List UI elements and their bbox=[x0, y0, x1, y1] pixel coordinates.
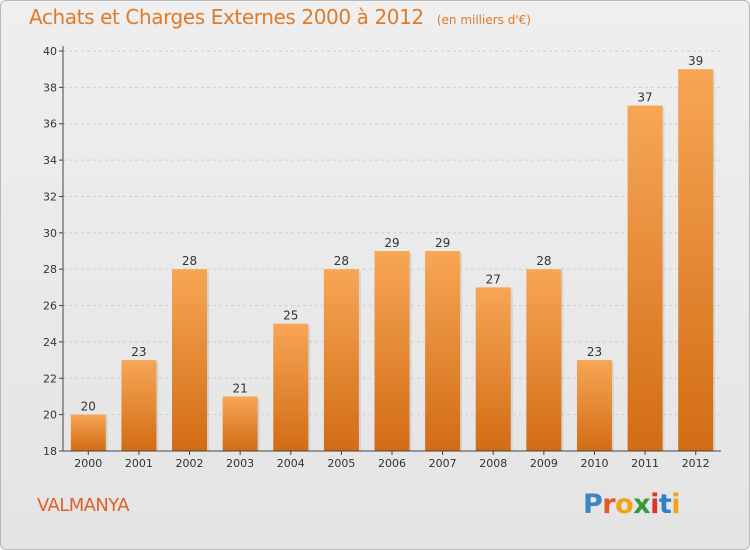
y-tick-label: 28 bbox=[43, 263, 57, 276]
axes bbox=[59, 46, 721, 455]
x-tick-label: 2003 bbox=[226, 457, 254, 470]
x-tick-label: 2006 bbox=[378, 457, 406, 470]
bar-2007 bbox=[425, 251, 461, 451]
value-label: 28 bbox=[536, 254, 551, 268]
value-label: 23 bbox=[131, 345, 146, 359]
bar-2012 bbox=[678, 69, 714, 451]
x-tick-label: 2009 bbox=[530, 457, 558, 470]
bar-2001 bbox=[121, 360, 157, 451]
x-tick-label: 2005 bbox=[327, 457, 355, 470]
title-row: Achats et Charges Externes 2000 à 2012 (… bbox=[29, 5, 531, 29]
bar-2005 bbox=[323, 269, 359, 451]
chart-subtitle: (en milliers d'€) bbox=[436, 13, 531, 27]
x-tick-label: 2001 bbox=[125, 457, 153, 470]
y-tick-label: 34 bbox=[43, 154, 57, 167]
x-tick-label: 2010 bbox=[580, 457, 608, 470]
x-tick-label: 2011 bbox=[631, 457, 659, 470]
y-tick-label: 26 bbox=[43, 300, 57, 313]
logo-letter: r bbox=[602, 489, 616, 520]
y-tick-label: 32 bbox=[43, 190, 57, 203]
y-tick-label: 24 bbox=[43, 336, 57, 349]
bar-2009 bbox=[526, 269, 562, 451]
commune-name: VALMANYA bbox=[37, 495, 130, 516]
bars bbox=[70, 69, 716, 451]
y-tick-label: 40 bbox=[43, 45, 57, 58]
value-label: 37 bbox=[637, 91, 652, 105]
value-label: 28 bbox=[182, 254, 197, 268]
value-label: 39 bbox=[688, 54, 703, 68]
y-tick-label: 20 bbox=[43, 409, 57, 422]
value-label: 28 bbox=[334, 254, 349, 268]
logo-letter: o bbox=[615, 489, 634, 520]
logo-letter: P bbox=[583, 489, 603, 520]
proxiti-logo[interactable]: Proxiti bbox=[583, 489, 681, 520]
chart-title: Achats et Charges Externes 2000 à 2012 bbox=[29, 5, 424, 29]
bar-2011 bbox=[627, 105, 663, 451]
y-tick-label: 18 bbox=[43, 445, 57, 458]
bar-2010 bbox=[576, 360, 612, 451]
bar-2006 bbox=[374, 251, 410, 451]
bar-2004 bbox=[273, 323, 309, 451]
x-tick-label: 2004 bbox=[277, 457, 305, 470]
value-label: 21 bbox=[233, 381, 248, 395]
bar-2000 bbox=[70, 414, 106, 451]
value-label: 25 bbox=[283, 309, 298, 323]
logo-letter: t bbox=[658, 489, 672, 520]
logo-letter: x bbox=[633, 489, 651, 520]
bar-2008 bbox=[475, 287, 511, 451]
x-tick-label: 2008 bbox=[479, 457, 507, 470]
y-tick-label: 22 bbox=[43, 372, 57, 385]
value-label: 29 bbox=[384, 236, 399, 250]
x-tick-label: 2012 bbox=[682, 457, 710, 470]
logo-letter: i bbox=[671, 489, 681, 520]
value-label: 23 bbox=[587, 345, 602, 359]
x-tick-label: 2007 bbox=[429, 457, 457, 470]
x-tick-label: 2000 bbox=[74, 457, 102, 470]
value-label: 20 bbox=[81, 400, 96, 414]
y-tick-label: 30 bbox=[43, 227, 57, 240]
value-label: 29 bbox=[435, 236, 450, 250]
labels: 18 20 22 24 26 28 30 32 34 36 38 40 20 2000 23 2001 28 20… bbox=[43, 45, 710, 470]
logo-letter: i bbox=[650, 489, 659, 520]
y-tick-label: 38 bbox=[43, 81, 57, 94]
value-label: 27 bbox=[486, 272, 501, 286]
bar-2002 bbox=[172, 269, 208, 451]
x-tick-label: 2002 bbox=[176, 457, 204, 470]
y-tick-label: 36 bbox=[43, 118, 57, 131]
bar-2003 bbox=[222, 396, 258, 451]
